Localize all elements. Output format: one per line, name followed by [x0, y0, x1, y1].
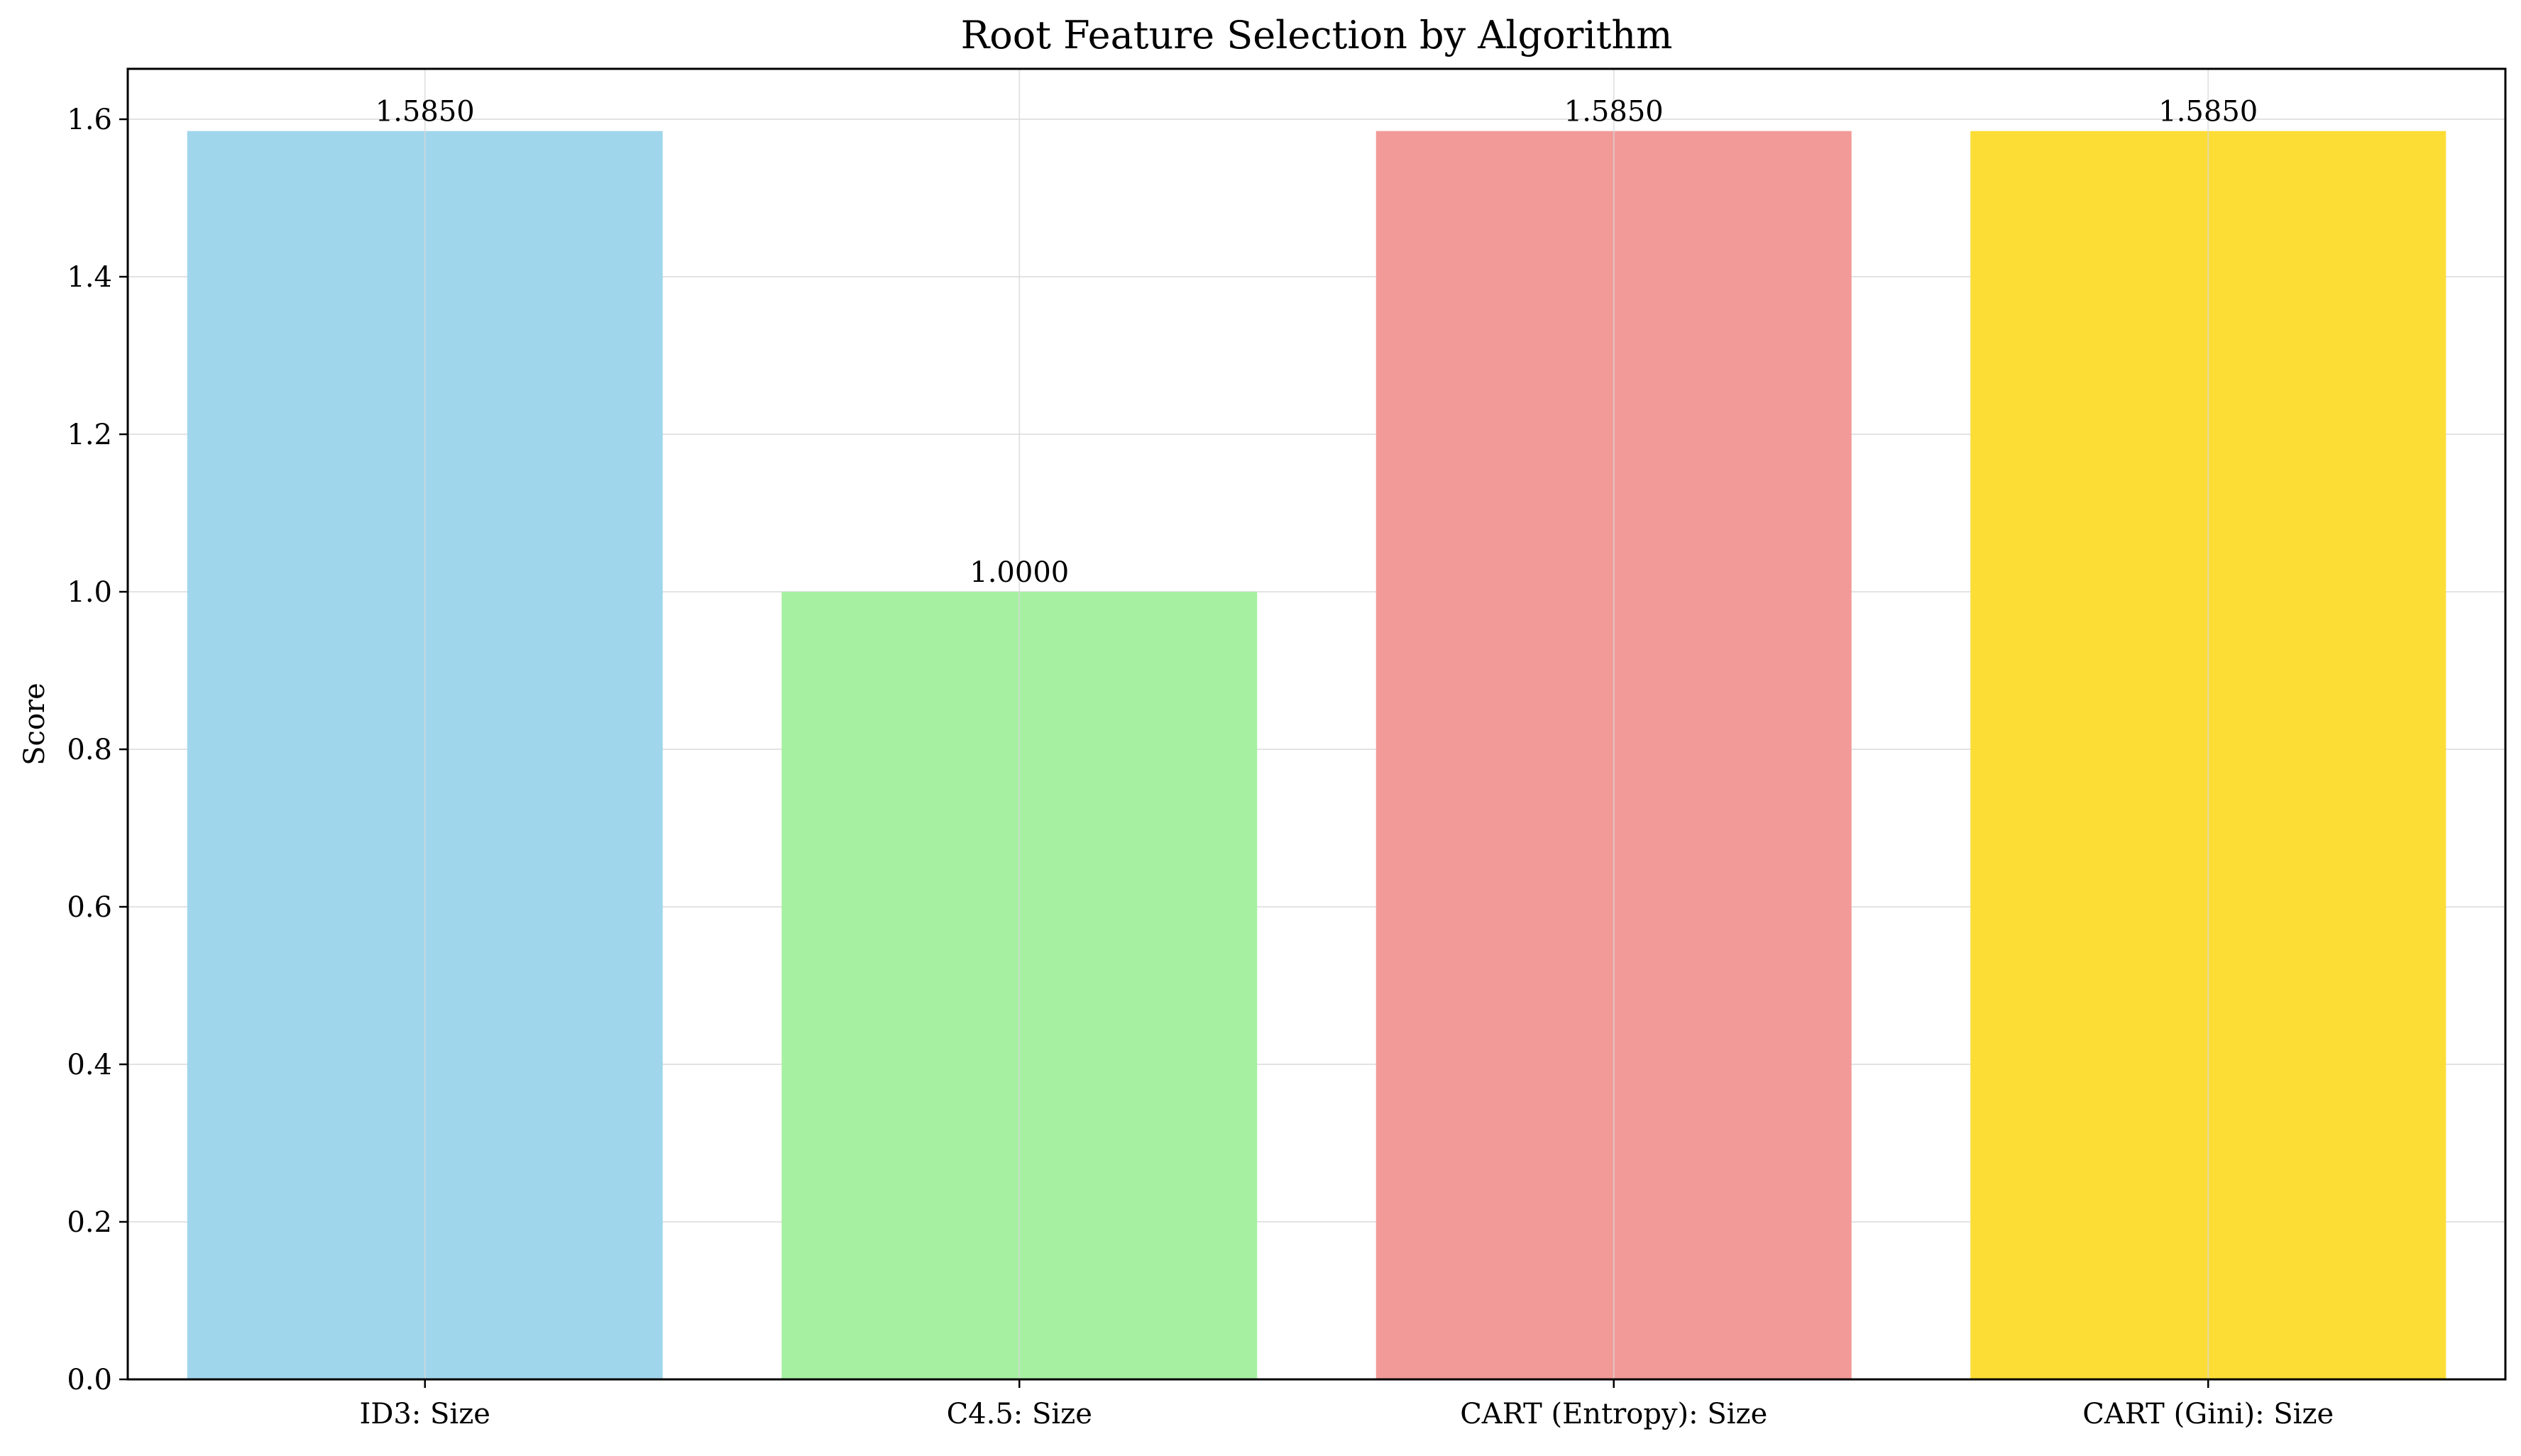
x-tick-label: CART (Entropy): Size	[1460, 1398, 1767, 1430]
x-tick-label: CART (Gini): Size	[2082, 1398, 2334, 1430]
y-tick-label: 0.8	[67, 734, 112, 766]
y-tick-label: 1.2	[67, 419, 112, 451]
y-axis-label: Score	[18, 683, 51, 766]
bar-value-label: 1.5850	[375, 96, 475, 128]
vertical-grid-layer	[424, 69, 2209, 1379]
bar-value-label: 1.5850	[1564, 96, 1664, 128]
y-tick-label: 0.6	[67, 891, 112, 924]
x-tick-label: ID3: Size	[360, 1398, 490, 1430]
chart-title: Root Feature Selection by Algorithm	[961, 13, 1673, 57]
y-tick-label: 1.0	[67, 576, 112, 609]
y-tick-label: 0.0	[67, 1364, 112, 1396]
x-tick-label: C4.5: Size	[947, 1398, 1092, 1430]
bar-value-label: 1.5850	[2158, 96, 2258, 128]
y-tick-label: 0.2	[67, 1206, 112, 1239]
value-labels: 1.5850 1.0000 1.5850 1.5850	[375, 96, 2258, 589]
plot-area-frame	[126, 67, 2507, 1381]
x-axis: ID3: Size C4.5: Size CART (Entropy): Size C…	[360, 1379, 2334, 1430]
y-tick-label: 0.4	[67, 1049, 112, 1081]
y-axis: 0.0 0.2 0.4 0.6 0.8 1.0 1.2 1.4 1.6	[67, 104, 128, 1396]
y-tick-label: 1.4	[67, 261, 112, 294]
bar-value-label: 1.0000	[970, 556, 1069, 589]
y-tick-label: 1.6	[67, 104, 112, 136]
